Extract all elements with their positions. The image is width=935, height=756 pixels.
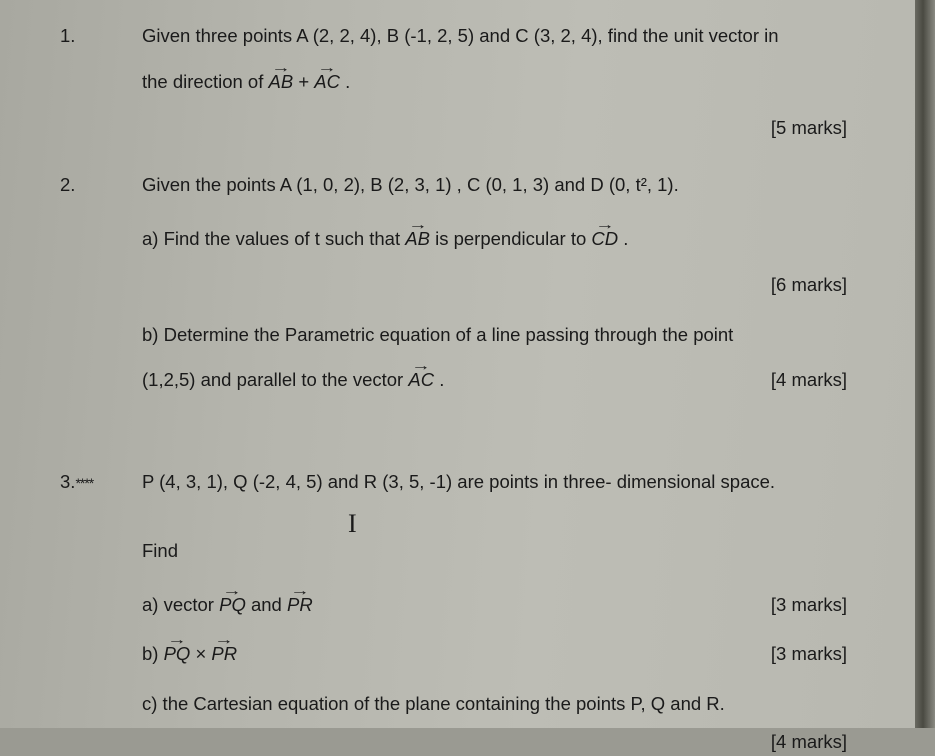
q3-line1: P (4, 3, 1), Q (-2, 4, 5) and R (3, 5, -…	[142, 468, 877, 496]
q3-line1-text: P (4, 3, 1), Q (-2, 4, 5) and R (3, 5, -…	[142, 471, 775, 492]
q3-a-left: a) vector PQ and PR	[142, 591, 313, 619]
q2-b-pre: (1,2,5) and parallel to the vector	[142, 369, 408, 390]
q3-c-marks: [4 marks]	[142, 728, 877, 756]
vector-ab: AB	[405, 225, 430, 253]
vector-pr: PR	[287, 591, 313, 619]
vector-cd: CD	[591, 225, 618, 253]
q1-body: Given three points A (2, 2, 4), B (-1, 2…	[142, 22, 877, 163]
cursor-icon: I	[348, 504, 357, 543]
period: .	[623, 228, 628, 249]
vector-pq: PQ	[219, 591, 246, 619]
q2-a: a) Find the values of t such that AB is …	[142, 225, 877, 253]
q3-a-marks: [3 marks]	[771, 591, 847, 619]
q2-b-marks: [4 marks]	[771, 366, 847, 394]
vector-ac: AC	[408, 366, 434, 394]
page-surface: 1. Given three points A (2, 2, 4), B (-1…	[0, 0, 915, 728]
text-cursor: I	[346, 498, 877, 537]
q3-b-marks: [3 marks]	[771, 640, 847, 668]
period: .	[439, 369, 444, 390]
q3-a: a) vector PQ and PR [3 marks]	[142, 591, 877, 619]
q1-number: 1.	[60, 22, 142, 163]
q2-a-marks: [6 marks]	[142, 271, 877, 299]
q2-body: Given the points A (1, 0, 2), B (2, 3, 1…	[142, 171, 877, 416]
spacer	[60, 424, 877, 468]
q2-a-mid: is perpendicular to	[435, 228, 591, 249]
q3-b: b) PQ × PR [3 marks]	[142, 640, 877, 668]
q3-b-pre: b)	[142, 643, 164, 664]
question-2: 2. Given the points A (1, 0, 2), B (2, 3…	[60, 171, 877, 416]
q2-b-line2: (1,2,5) and parallel to the vector AC . …	[142, 366, 877, 394]
vector-ac: AC	[314, 68, 340, 96]
question-3: 3.**** P (4, 3, 1), Q (-2, 4, 5) and R (…	[60, 468, 877, 756]
q3-stars: ****	[75, 475, 93, 491]
q2-number: 2.	[60, 171, 142, 416]
vector-pr: PR	[211, 640, 237, 668]
page-edge-shadow	[915, 0, 935, 728]
q3-a-pre: a) vector	[142, 594, 219, 615]
q3-a-mid: and	[251, 594, 287, 615]
period: .	[345, 71, 350, 92]
q3-find: Find	[142, 537, 877, 565]
q3-number: 3.****	[60, 468, 142, 756]
plus-sign: +	[298, 71, 314, 92]
q3-b-left: b) PQ × PR	[142, 640, 237, 668]
q3-body: P (4, 3, 1), Q (-2, 4, 5) and R (3, 5, -…	[142, 468, 877, 756]
q3-c: c) the Cartesian equation of the plane c…	[142, 690, 877, 718]
q3-num-text: 3.	[60, 471, 75, 492]
vector-pq: PQ	[164, 640, 191, 668]
cross-sign: ×	[195, 643, 211, 664]
q2-line1: Given the points A (1, 0, 2), B (2, 3, 1…	[142, 171, 877, 199]
q1-line2-text: the direction of	[142, 71, 269, 92]
q1-line1: Given three points A (2, 2, 4), B (-1, 2…	[142, 22, 877, 50]
q1-marks: [5 marks]	[142, 114, 877, 142]
vector-ab: AB	[269, 68, 294, 96]
q1-line2: the direction of AB + AC .	[142, 68, 877, 96]
question-1: 1. Given three points A (2, 2, 4), B (-1…	[60, 22, 877, 163]
q2-b-line1: b) Determine the Parametric equation of …	[142, 321, 877, 349]
q2-a-pre: a) Find the values of t such that	[142, 228, 405, 249]
q2-b-left: (1,2,5) and parallel to the vector AC .	[142, 366, 444, 394]
